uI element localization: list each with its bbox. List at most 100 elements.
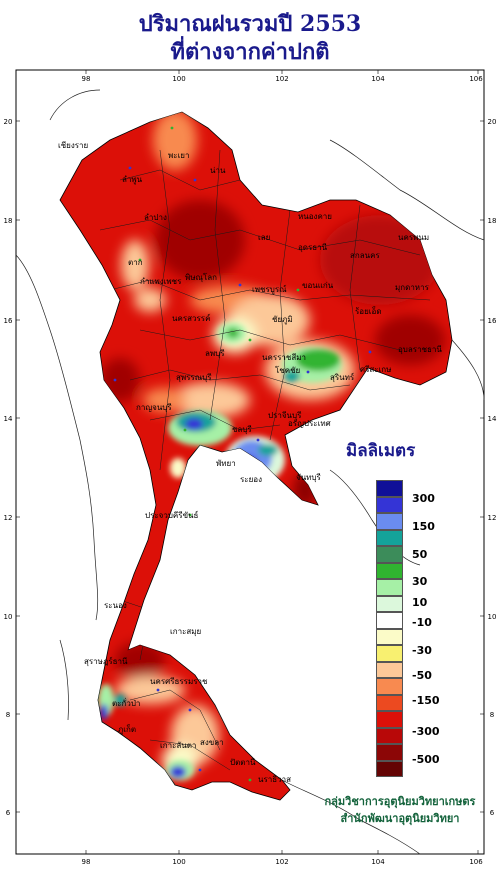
legend-label: -30 [412, 644, 432, 657]
station-markers [113, 126, 372, 782]
place-label: ศรีสะเกษ [360, 365, 391, 374]
place-label: ระนอง [104, 601, 127, 610]
place-label: ลพบุรี [205, 349, 225, 358]
lat-left-12: 12 [4, 514, 13, 522]
place-label: อรัญประเทศ [288, 419, 331, 428]
place-label: สุพรรณบุรี [176, 373, 212, 382]
lat-right-14: 14 [488, 415, 497, 423]
legend-swatch [376, 496, 403, 513]
legend-swatch [376, 744, 403, 761]
lat-right-12: 12 [488, 514, 497, 522]
place-label: ตาก [128, 258, 143, 267]
place-label: เกาะสมุย [170, 627, 201, 636]
place-label: ลำปาง [144, 213, 167, 222]
legend-swatch [376, 579, 403, 596]
lon-top-106: 106 [469, 75, 483, 83]
place-label: ปราจีนบุรี [268, 411, 302, 420]
legend-swatch [376, 513, 403, 530]
place-label: ลำพูน [122, 175, 143, 185]
legend-label: -300 [412, 724, 440, 738]
place-label: จันทบุรี [296, 473, 322, 482]
place-label: ภูเก็ต [118, 724, 136, 735]
place-label: เพชรบูรณ์ [252, 284, 287, 295]
legend-label: 30 [412, 574, 428, 588]
place-label: น่าน [210, 166, 226, 175]
lon-top-102: 102 [275, 75, 288, 83]
place-label: เลย [258, 233, 270, 242]
legend-swatch [376, 661, 403, 678]
lon-top-98: 98 [82, 75, 91, 83]
place-label: พะเยา [168, 151, 189, 160]
legend-label: 150 [412, 520, 435, 534]
place-label: ชัยภูมิ [272, 315, 293, 325]
lat-left-8: 8 [6, 711, 10, 719]
legend-label: -10 [412, 615, 432, 629]
place-label: นครสวรรค์ [172, 313, 210, 323]
lat-right-6: 6 [490, 809, 495, 817]
place-label: พิษณุโลก [185, 272, 217, 282]
place-label: ร้อยเอ็ด [355, 306, 382, 316]
lat-left-16: 16 [4, 317, 13, 325]
place-label: สุราษฎร์ธานี [84, 656, 128, 666]
place-labels: เชียงราย พะเยา น่าน ลำพูน ลำปาง ตาก หนอง… [58, 141, 442, 784]
place-label: นครราชสีมา [262, 353, 306, 362]
neighbour-borders [15, 89, 485, 855]
lon-bottom-106: 106 [469, 858, 483, 866]
legend-swatch [376, 711, 403, 728]
place-label: สกลนคร [350, 251, 380, 260]
lon-bottom-100: 100 [172, 858, 185, 866]
place-label: นครศรีธรรมราช [150, 677, 208, 686]
place-label: กาญจนบุรี [136, 403, 172, 412]
legend-swatch [376, 595, 403, 612]
legend-label: 50 [412, 548, 428, 562]
lat-right-10: 10 [488, 613, 497, 621]
lat-right-20: 20 [488, 118, 497, 126]
place-label: มุกดาหาร [395, 283, 430, 292]
legend-swatch [376, 612, 403, 629]
legend-swatch [376, 645, 403, 662]
lat-left-10: 10 [4, 613, 13, 621]
place-label: กำแพงเพชร [140, 277, 182, 286]
place-label: ตะกั่วป่า [112, 697, 140, 708]
map-title-line2: ที่ต่างจากค่าปกติ [170, 39, 330, 65]
credit-line2: สำนักพัฒนาอุตุนิยมวิทยา [340, 812, 460, 825]
legend-swatch [376, 760, 403, 777]
place-label: ขอนแก่น [302, 281, 334, 290]
legend-swatch [376, 678, 403, 695]
place-label: เกาะลันตา [160, 741, 196, 750]
place-label: ปัตตานี [230, 758, 256, 767]
legend-swatch [376, 529, 403, 546]
place-label: นราธิวาส [258, 775, 291, 784]
legend-swatch [376, 480, 403, 497]
place-label: อุดรธานี [298, 243, 328, 252]
lon-bottom-104: 104 [371, 858, 385, 866]
legend-label: -500 [412, 752, 440, 766]
legend-label: -150 [412, 693, 440, 707]
lat-left-20: 20 [4, 118, 13, 126]
lon-bottom-98: 98 [82, 858, 91, 866]
place-label: สุรินทร์ [330, 372, 355, 382]
lat-left-14: 14 [4, 415, 13, 423]
legend-label: -50 [412, 668, 432, 682]
legend-unit-label: มิลลิเมตร [346, 441, 416, 461]
place-label: เชียงราย [58, 141, 88, 150]
place-label: สงขลา [200, 738, 224, 747]
lat-right-8: 8 [490, 711, 494, 719]
legend-swatch [376, 546, 403, 563]
lon-bottom-102: 102 [275, 858, 288, 866]
place-label: โชคชัย [275, 365, 300, 375]
lon-top-100: 100 [172, 75, 185, 83]
legend-swatch [376, 727, 403, 744]
graticule-ticks [16, 70, 484, 854]
lat-labels: 20 18 16 14 12 10 8 6 20 18 16 14 12 10 … [4, 118, 497, 817]
rainfall-shading [98, 112, 445, 780]
legend-label: 300 [412, 492, 435, 506]
place-label: อุบลราชธานี [398, 345, 442, 354]
province-borders [99, 149, 431, 771]
place-label: หนองคาย [298, 212, 332, 221]
legend-swatch [376, 562, 403, 579]
place-label: ชลบุรี [232, 425, 252, 434]
credit-line1: กลุ่มวิชาการอุตุนิยมวิทยาเกษตร [324, 795, 476, 808]
map-title-line1: ปริมาณฝนรวมปี 2553 [138, 11, 362, 37]
